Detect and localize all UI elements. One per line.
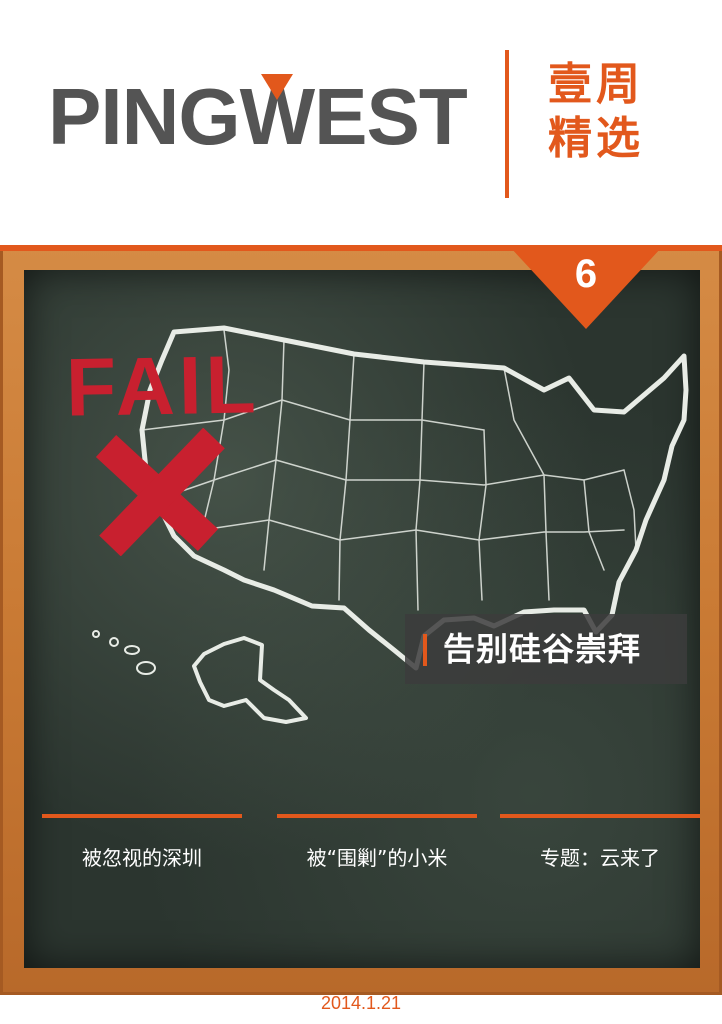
issue-date: 2014.1.21 xyxy=(320,993,402,1013)
header-title-line1: 壹周 xyxy=(548,59,644,110)
logo-text-left: PING xyxy=(48,72,241,161)
logo-triangle-icon xyxy=(260,74,293,100)
feature-story-banner[interactable]: 告别硅谷崇拜 xyxy=(405,614,687,684)
frame-accent-line xyxy=(0,245,722,251)
logo-w: W xyxy=(240,72,316,162)
header-title: 壹周 精选 xyxy=(548,58,688,166)
topic-label: 被忽视的深圳 xyxy=(82,846,202,870)
header-title-line2: 精选 xyxy=(548,113,644,164)
fail-cross-icon xyxy=(96,428,225,556)
issue-badge xyxy=(510,247,662,329)
header: PING WEST 壹周 精选 xyxy=(0,0,722,245)
header-divider xyxy=(505,50,509,198)
issue-number: 6 xyxy=(574,252,598,296)
topic-label: 被“围剿”的小米 xyxy=(306,846,448,870)
topic-accent-line xyxy=(277,814,477,818)
topic-cloud[interactable]: 专题：云来了 xyxy=(500,814,700,871)
topic-xiaomi[interactable]: 被“围剿”的小米 xyxy=(277,814,477,871)
topic-shenzhen[interactable]: 被忽视的深圳 xyxy=(42,814,242,871)
pingwest-logo: PING WEST xyxy=(48,72,468,162)
footer xyxy=(0,995,722,1024)
feature-title: 告别硅谷崇拜 xyxy=(443,630,642,668)
topic-label: 专题：云来了 xyxy=(540,846,660,870)
topic-accent-line xyxy=(42,814,242,818)
us-map-chalk-drawing-icon xyxy=(92,325,689,724)
feature-accent-bar xyxy=(423,634,427,666)
logo-text-right: EST xyxy=(314,72,468,161)
topic-accent-line xyxy=(500,814,700,818)
fail-stamp-text: FAIL xyxy=(65,339,261,434)
